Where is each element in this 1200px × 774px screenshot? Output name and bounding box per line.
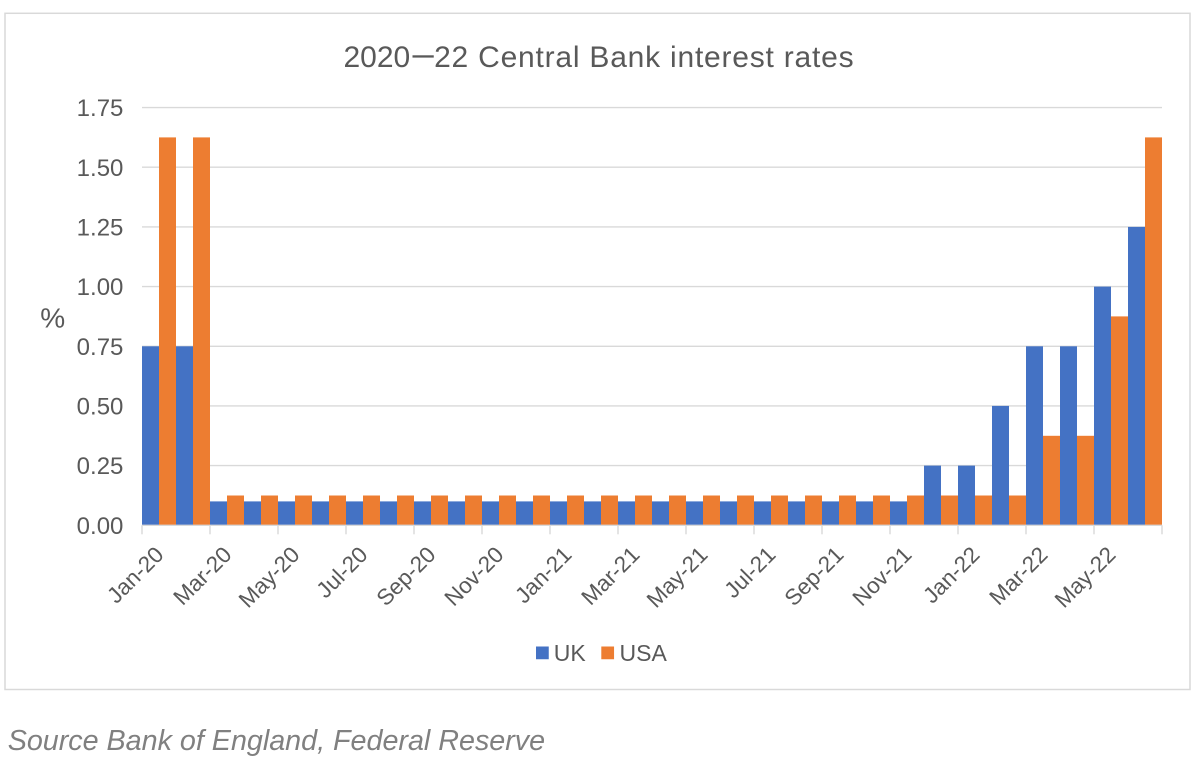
svg-text:1.75: 1.75 [77,95,124,122]
svg-text:Source Bank of England, Federa: Source Bank of England, Federal Reserve [8,725,545,757]
svg-text:2020: 2020 [344,41,411,74]
svg-text:0.00: 0.00 [77,513,124,540]
svg-text:1.00: 1.00 [77,274,124,301]
svg-text:%: % [40,303,65,334]
svg-text:USA: USA [620,640,668,666]
svg-text:1.25: 1.25 [77,215,124,242]
svg-text:0.50: 0.50 [77,394,124,421]
svg-text:1.50: 1.50 [77,155,124,182]
svg-text:UK: UK [554,640,587,666]
svg-text:22 Central Bank interest rates: 22 Central Bank interest rates [434,41,854,74]
svg-text:0.25: 0.25 [77,453,124,480]
svg-text:0.75: 0.75 [77,334,124,361]
